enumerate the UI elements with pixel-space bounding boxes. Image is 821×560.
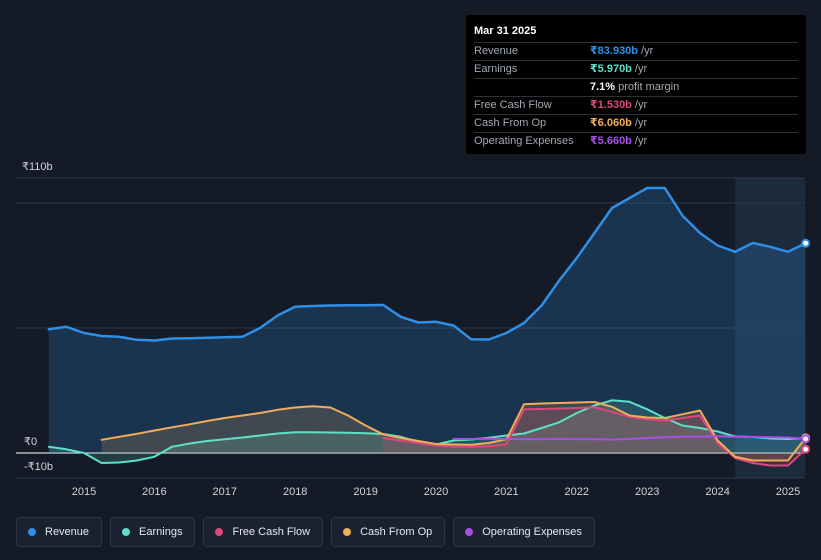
tooltip-value: ₹6.060b <box>590 117 632 129</box>
y-tick-label-bottom: -₹10b <box>24 461 53 473</box>
tooltip-unit: /yr <box>634 117 648 129</box>
legend-label: Cash From Op <box>360 526 433 538</box>
line-cash-from-op <box>100 401 807 462</box>
legend-dot-icon <box>343 528 352 536</box>
tooltip-row-cash-from-op: Cash From Op ₹6.060b /yr <box>474 115 798 133</box>
tooltip-label <box>474 79 590 96</box>
chart-legend: Revenue Earnings Free Cash Flow Cash Fro… <box>16 517 595 547</box>
tooltip-unit: /yr <box>634 63 648 75</box>
end-point-operating-expenses <box>801 434 811 444</box>
tooltip-label: Revenue <box>474 45 519 57</box>
legend-label: Free Cash Flow <box>232 526 311 538</box>
tooltip-unit: /yr <box>641 45 654 57</box>
line-free-cash-flow <box>382 406 807 467</box>
tooltip-value: 7.1% <box>590 81 616 93</box>
tooltip-unit: /yr <box>634 99 648 111</box>
x-tick-label: 2016 <box>142 486 166 498</box>
legend-item-cash-from-op[interactable]: Cash From Op <box>331 517 446 547</box>
y-tick-label-top: ₹110b <box>22 161 53 173</box>
x-tick-label: 2020 <box>424 486 448 498</box>
area-revenue <box>48 188 806 453</box>
x-tick-label: 2022 <box>565 486 589 498</box>
tooltip-label: Cash From Op <box>474 117 547 129</box>
legend-label: Earnings <box>139 526 183 538</box>
legend-dot-icon <box>465 528 474 536</box>
tooltip-value: ₹5.970b <box>590 63 632 75</box>
tooltip-row-free-cash-flow: Free Cash Flow ₹1.530b /yr <box>474 97 798 115</box>
legend-label: Operating Expenses <box>482 526 582 538</box>
grid-lines <box>16 177 805 479</box>
tooltip-row-operating-expenses: Operating Expenses ₹5.660b /yr <box>474 133 798 150</box>
tooltip-date: Mar 31 2025 <box>474 22 798 43</box>
tooltip-label: Free Cash Flow <box>474 99 552 111</box>
x-tick-label: 2019 <box>353 486 377 498</box>
y-tick-label-zero: ₹0 <box>24 436 37 448</box>
area-free-cash-flow <box>383 407 806 466</box>
x-tick-label: 2023 <box>635 486 659 498</box>
x-tick-label: 2018 <box>283 486 307 498</box>
x-tick-label: 2021 <box>494 486 518 498</box>
legend-dot-icon <box>215 528 224 536</box>
tooltip-unit: /yr <box>634 135 648 147</box>
x-tick-label: 2017 <box>213 486 237 498</box>
legend-item-revenue[interactable]: Revenue <box>16 517 103 547</box>
tooltip-row-revenue: Revenue ₹83.930b /yr <box>474 43 798 61</box>
tooltip-label: Earnings <box>474 63 518 75</box>
series-end-markers <box>801 238 811 454</box>
series-areas <box>48 188 806 466</box>
legend-item-operating-expenses[interactable]: Operating Expenses <box>453 517 595 547</box>
tooltip-value: ₹83.930b <box>590 45 639 57</box>
tooltip-value: ₹1.530b <box>590 99 632 111</box>
tooltip-row-profit-margin: 7.1% profit margin <box>474 79 798 97</box>
area-earnings <box>48 400 806 463</box>
series-lines <box>47 186 807 467</box>
end-point-revenue <box>801 238 811 248</box>
legend-dot-icon <box>122 528 131 536</box>
x-tick-label: 2025 <box>776 486 800 498</box>
x-tick-label: 2024 <box>705 486 729 498</box>
y-axis-labels: ₹110b ₹0 -₹10b <box>22 161 53 473</box>
legend-label: Revenue <box>45 526 90 538</box>
tooltip-row-earnings: Earnings ₹5.970b /yr <box>474 61 798 79</box>
data-tooltip: Mar 31 2025 Revenue ₹83.930b /yr Earning… <box>466 15 806 154</box>
line-revenue <box>47 186 807 342</box>
tooltip-value: ₹5.660b <box>590 135 632 147</box>
line-operating-expenses <box>452 435 807 441</box>
tooltip-unit: profit margin <box>618 81 680 93</box>
legend-item-free-cash-flow[interactable]: Free Cash Flow <box>203 517 324 547</box>
end-point-free-cash-flow <box>801 444 811 454</box>
legend-dot-icon <box>28 528 36 536</box>
legend-item-earnings[interactable]: Earnings <box>110 517 196 547</box>
x-tick-label: 2015 <box>72 486 96 498</box>
tooltip-label: Operating Expenses <box>474 135 574 147</box>
x-axis-labels: 2015 2016 2017 2018 2019 2020 2021 2022 2023 2024… <box>72 486 800 498</box>
